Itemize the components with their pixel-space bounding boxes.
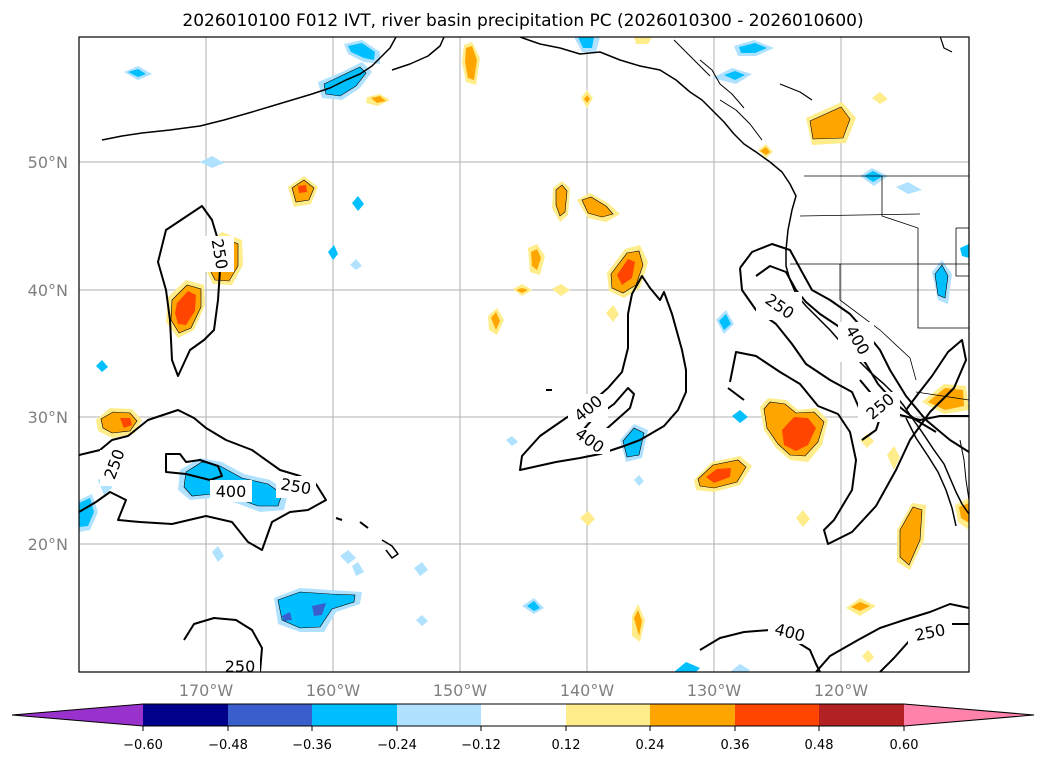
patch-mid-8 (606, 305, 619, 322)
colorbar-tick-label: −0.24 (377, 738, 417, 753)
patch-south-6 (860, 434, 874, 448)
lon-label: 140°W (560, 681, 615, 700)
patch-top (634, 37, 652, 44)
lon-label: 150°W (433, 681, 488, 700)
patch-south-4 (796, 510, 810, 527)
patch-east-edge-n (960, 244, 969, 258)
colorbar-segment (143, 704, 228, 726)
patch-outlines (100, 66, 949, 629)
lat-label: 30°N (28, 408, 68, 427)
contour-label-400: 400 (216, 482, 247, 501)
ivt-contour-250-west (79, 409, 327, 551)
patch-bc (806, 102, 856, 145)
border-ca-nv (839, 264, 917, 381)
coastline-aleutians (101, 37, 397, 141)
patch-nw-3 (328, 245, 338, 260)
ivt-contour-250-south (183, 617, 263, 672)
ivt-contour-250-coast-inner (729, 339, 967, 545)
ivt-contour-400-west (165, 453, 223, 481)
patch-subtropic-1 (694, 456, 752, 492)
map-panel: 250 250 400 250 250 400 400 250 400 250 (78, 36, 970, 676)
patch-hawaii-south (274, 588, 362, 632)
colorbar-segment (312, 704, 397, 726)
lat-label: 20°N (28, 535, 68, 554)
border-nv (917, 264, 969, 329)
patch-mid-1 (552, 181, 570, 222)
lat-label: 50°N (28, 153, 68, 172)
colorbar-tick-label: 0.12 (552, 738, 581, 753)
colorbar-segment (904, 704, 1034, 726)
patch-s-3 (340, 550, 356, 564)
colorbar-tick-label: −0.48 (208, 738, 248, 753)
colorbar-tick-label: 0.60 (890, 738, 919, 753)
patch-south-7 (862, 650, 874, 663)
patch-alaska-2 (344, 40, 380, 64)
patch-bottom-2 (730, 664, 750, 672)
patch-bc-2 (872, 92, 888, 104)
patch-s-2 (416, 615, 428, 626)
lon-label: 160°W (306, 681, 361, 700)
border-us-mexico (915, 391, 969, 401)
colorbar-segment (735, 704, 819, 726)
colorbar-tick-label: 0.36 (721, 738, 750, 753)
patch-north-central-1 (166, 280, 205, 338)
patch-mid-s-1 (732, 410, 748, 423)
patch-w-1 (96, 360, 108, 372)
ivt-contour-250-north (157, 205, 221, 377)
contour-label-250: 250 (225, 657, 256, 676)
colorbar-segment (397, 704, 481, 726)
patch-nw-2 (352, 196, 364, 211)
patch-nw-1 (200, 156, 224, 168)
colorbar-segment (12, 704, 143, 726)
patch-mid-s-4 (634, 475, 644, 486)
lon-label: 120°W (814, 681, 869, 700)
map-frame (78, 36, 970, 673)
coastline-baja (905, 417, 957, 527)
lon-label: 170°W (179, 681, 234, 700)
colorbar-segment (481, 704, 566, 726)
patch-bottom-1 (674, 662, 700, 672)
border-or-id (881, 176, 919, 264)
colorbar-segment (566, 704, 650, 726)
patch-s-1 (414, 562, 428, 576)
patch-mid-s-3 (506, 436, 518, 446)
colorbar-tick-label: 0.24 (636, 738, 665, 753)
longitude-labels: 170°W 160°W 150°W 140°W 130°W 120°W (179, 681, 869, 700)
patch-nw-4 (350, 259, 362, 270)
patch-california-offshore (760, 398, 828, 462)
patch-mexico (897, 503, 926, 570)
ivt-contour-250-coast-outer (739, 243, 969, 453)
ivt-contour-250-south-3 (815, 603, 969, 672)
colorbar-segment (228, 704, 312, 726)
colorbar-tick-label: −0.60 (123, 738, 163, 753)
colorbar-tick-label: 0.48 (805, 738, 834, 753)
colorbar-tick-label: −0.36 (292, 738, 332, 753)
patch-bc-inland-2 (896, 182, 922, 194)
colorbar: −0.60 −0.48 −0.36 −0.24 −0.12 0.12 0.24 … (11, 703, 1035, 753)
lat-label: 40°N (28, 281, 68, 300)
colorbar-segment (650, 704, 735, 726)
patch-south-3 (580, 511, 595, 526)
colorbar-tick-label: −0.12 (461, 738, 501, 753)
patch-gulf-coast (574, 37, 600, 52)
patch-s-4 (352, 562, 364, 576)
figure-title: 2026010100 F012 IVT, river basin precipi… (182, 11, 863, 31)
colorbar-segment (819, 704, 904, 726)
patch-south-5 (887, 446, 900, 470)
ivt-contours (79, 205, 969, 672)
lon-label: 130°W (687, 681, 742, 700)
political-borders (790, 175, 969, 401)
patch-mid-6 (552, 284, 570, 296)
border-wa-or (799, 213, 921, 217)
patch-s-5 (212, 546, 224, 562)
patch-gulf-1 (462, 42, 480, 85)
contour-labels: 250 250 400 250 250 400 400 250 400 250 (100, 236, 952, 676)
latitude-labels: 50°N 40°N 30°N 20°N (28, 153, 68, 554)
